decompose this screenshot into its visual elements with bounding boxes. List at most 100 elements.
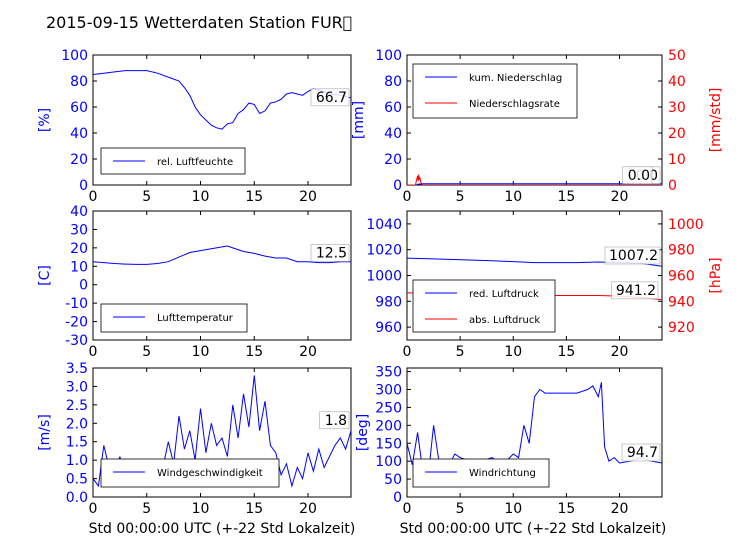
y2-tick-label: 940 [668, 294, 695, 310]
y-axis-label: [C] [37, 265, 53, 286]
legend-label: Lufttemperatur [157, 313, 234, 324]
y-tick-label: 80 [384, 74, 402, 90]
value-annotation-box [310, 244, 350, 262]
y-tick-label: 20 [384, 152, 402, 168]
x-tick-label: 0 [403, 501, 412, 517]
value-annotation: 66.7 [316, 90, 347, 106]
legend-frame [412, 279, 556, 333]
legend: kum. Niederschlag Niederschlagsrate [412, 63, 578, 119]
y-tick-label: 250 [375, 400, 402, 416]
value-annotation: 1007.2 [609, 248, 658, 264]
y-tick-label: 40 [70, 204, 88, 220]
y-tick-label: 10 [70, 259, 88, 275]
value-annotation-2: 0.0 [628, 168, 650, 184]
chart-panel-5: 0 5 10 15 20 0.0 0.5 1.0 1.5 2.0 2.5 3.0 3.5 [m/s] Win… [37, 361, 352, 517]
x-tick-label: 5 [142, 189, 151, 205]
series-group [93, 245, 351, 265]
y-tick-label: 0.5 [66, 472, 88, 488]
chart-panel-3: 0 5 10 15 20 -30 -20 -10 0 10 20 30 40 [C] Lufttempera… [37, 204, 352, 360]
chart-panel-2: 0 5 10 15 20 0 20 40 60 80 100 0 10 20 30 40 50 [mm] [mm/s… [351, 48, 724, 205]
x-tick-label: 10 [504, 189, 522, 205]
legend-frame [100, 458, 280, 488]
legend-label: abs. Luftdruck [469, 315, 540, 326]
y-tick-label: -20 [65, 315, 88, 331]
x-tick-label: 0 [89, 344, 98, 360]
y-tick-label: 0.0 [66, 490, 88, 506]
x-tick-label: 0 [403, 189, 412, 205]
dashboard-title: 2015-09-15 Wetterdaten Station FUR  [46, 13, 352, 32]
chart-panel-1: 0 5 10 15 20 0 20 40 60 80 100 [%] rel. Luftfeuchte 6… [37, 48, 352, 205]
y-tick-label: 0 [79, 278, 88, 294]
value-annotation-box [604, 246, 661, 265]
value-annotation-box [319, 411, 350, 430]
series-line [407, 174, 662, 185]
y-tick-label: 0 [393, 178, 402, 194]
y-tick-label: 40 [70, 126, 88, 142]
value-annotation: 12.5 [316, 245, 347, 261]
y-tick-label: 2.5 [66, 398, 88, 414]
x-tick-label: 10 [504, 501, 522, 517]
y-tick-label: 1.0 [66, 453, 88, 469]
x-tick-label: 20 [611, 501, 629, 517]
series-line [93, 245, 351, 265]
legend: Windgeschwindigkeit [100, 458, 280, 488]
y-axis-label: [m/s] [37, 414, 53, 451]
y-tick-label: 0 [79, 178, 88, 194]
y-tick-label: 1.5 [66, 435, 88, 451]
legend-frame [100, 303, 248, 333]
value-annotation-box [611, 281, 659, 300]
y-tick-label: 1040 [366, 217, 402, 233]
legend-label: Niederschlagsrate [469, 99, 560, 110]
y-tick-label: 960 [375, 320, 402, 336]
legend-label: red. Luftdruck [469, 289, 539, 300]
y-axis-label: [%] [37, 108, 53, 132]
y-tick-label: 80 [70, 74, 88, 90]
x-tick-label: 20 [299, 501, 317, 517]
y-tick-label: 60 [384, 100, 402, 116]
y-tick-label: 350 [375, 365, 402, 381]
y2-tick-label: 10 [668, 152, 686, 168]
x-tick-label: 20 [299, 189, 317, 205]
x-tick-label: 5 [456, 189, 465, 205]
y-tick-label: -10 [65, 296, 88, 312]
legend: red. Luftdruck abs. Luftdruck [412, 279, 556, 333]
legend: Lufttemperatur [100, 303, 248, 333]
y-tick-label: 60 [70, 100, 88, 116]
y-tick-label: 0 [393, 490, 402, 506]
y2-axis-label: [hPa] [708, 257, 724, 293]
y2-tick-label: 50 [668, 48, 686, 64]
chart-panel-6: 0 5 10 15 20050100150200250300350[deg]Windri… [355, 365, 663, 517]
x-axis-label-right: Std 00:00:00 UTC (+-22 Std Lokalzeit) [400, 521, 667, 537]
x-tick-label: 5 [142, 344, 151, 360]
x-tick-label: 15 [557, 501, 575, 517]
x-tick-label: 20 [299, 344, 317, 360]
legend: rel. Luftfeuchte [100, 147, 246, 175]
value-annotation: 1.8 [325, 413, 347, 429]
y-tick-label: 40 [384, 126, 402, 142]
y-tick-label: 3.0 [66, 379, 88, 395]
x-tick-label: 10 [192, 189, 210, 205]
y-tick-label: 20 [70, 241, 88, 257]
x-tick-label: 15 [557, 189, 575, 205]
x-axis-label-left: Std 00:00:00 UTC (+-22 Std Lokalzeit) [89, 521, 356, 537]
y-tick-label: 100 [375, 454, 402, 470]
y2-tick-label: 1000 [668, 217, 704, 233]
legend-label: Windrichtung [469, 468, 536, 479]
x-tick-label: 10 [504, 344, 522, 360]
legend-frame [412, 458, 550, 488]
x-tick-label: 15 [557, 344, 575, 360]
y-tick-label: 20 [70, 152, 88, 168]
y2-tick-label: 20 [668, 126, 686, 142]
y2-tick-label: 0 [668, 178, 677, 194]
x-tick-label: 15 [245, 344, 263, 360]
value-annotation-2: 941.2 [616, 283, 656, 299]
x-tick-label: 10 [192, 344, 210, 360]
x-tick-label: 0 [89, 501, 98, 517]
y-tick-label: 3.5 [66, 361, 88, 377]
y2-axis-label: [mm/std] [708, 88, 724, 153]
y-tick-label: -30 [65, 333, 88, 349]
y-axis-label: [mm] [351, 101, 367, 139]
y-tick-label: 150 [375, 436, 402, 452]
x-tick-label: 15 [245, 189, 263, 205]
